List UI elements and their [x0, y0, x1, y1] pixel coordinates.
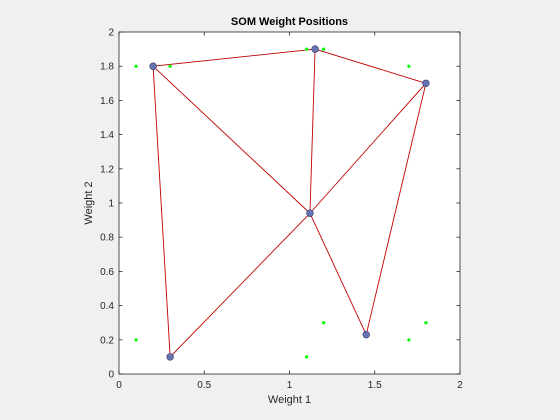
neuron-link: [309, 83, 427, 214]
input-point: [168, 64, 172, 68]
x-tick-label: 1: [287, 380, 293, 391]
neuron-point: [311, 45, 319, 53]
y-tick-label: 1.2: [100, 164, 114, 175]
ticks-layer: 0 0.5 1 1.5 2 0 0.2 0.4 0.6 0.8 1 1.2 1.4 1.6 1.8 2: [100, 28, 463, 392]
neuron-link: [309, 49, 316, 214]
input-point: [322, 321, 326, 325]
x-axis-label: Weight 1: [268, 394, 311, 406]
plot-area: [119, 32, 460, 374]
neuron-link: [314, 48, 427, 84]
y-tick-label: 1: [108, 199, 114, 210]
input-point: [407, 64, 411, 68]
input-point: [322, 47, 326, 51]
input-point: [304, 355, 309, 359]
y-tick-label: 1.4: [100, 130, 114, 141]
y-tick-label: 1.6: [100, 96, 114, 107]
y-tick-label: 0: [108, 370, 114, 381]
x-tick-label: 1.5: [368, 380, 382, 391]
input-point: [407, 338, 411, 342]
x-tick-label: 2: [457, 380, 463, 391]
y-tick-label: 2: [108, 28, 114, 39]
links-layer: [152, 48, 427, 358]
y-tick-label: 1.8: [100, 62, 114, 73]
neuron-link: [365, 83, 427, 335]
neuron-link: [309, 213, 367, 335]
y-tick-label: 0.6: [100, 267, 114, 278]
x-tick-label: 0: [116, 380, 122, 391]
input-point: [134, 64, 138, 68]
neuron-link: [153, 48, 316, 67]
neuron-point: [149, 62, 157, 70]
input-point: [424, 321, 428, 325]
neuron-point: [306, 209, 314, 217]
y-axis-label: Weight 2: [83, 181, 95, 224]
neuron-point: [362, 330, 370, 339]
neurons-layer: [149, 45, 430, 361]
y-tick-label: 0.4: [100, 301, 114, 312]
neuron-link: [169, 212, 311, 358]
y-tick-label: 0.8: [100, 233, 114, 244]
inputs-layer: [134, 47, 428, 359]
x-tick-label: 0.5: [197, 380, 211, 391]
input-point: [134, 338, 138, 342]
neuron-link: [152, 65, 311, 214]
chart-title: SOM Weight Positions: [231, 16, 348, 28]
neuron-link: [152, 66, 171, 357]
neuron-point: [166, 353, 174, 361]
y-tick-label: 0.2: [100, 335, 114, 346]
input-point: [304, 47, 309, 51]
neuron-point: [422, 79, 430, 88]
